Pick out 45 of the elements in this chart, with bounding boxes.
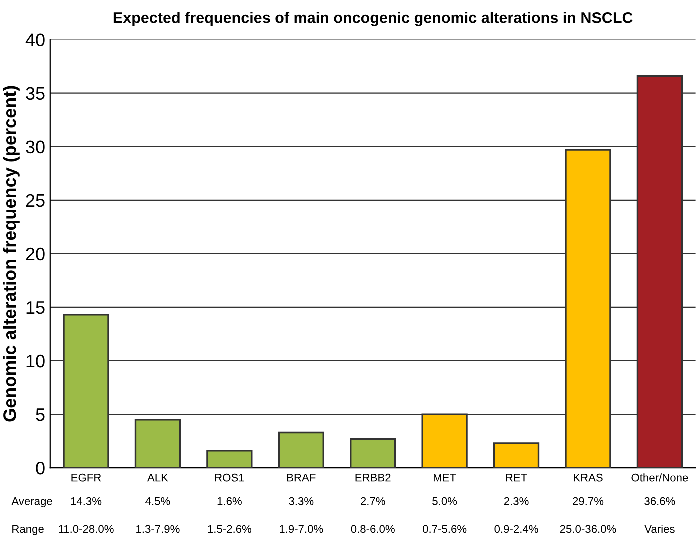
data-label: 14.3% — [71, 497, 102, 506]
bar — [493, 442, 540, 468]
y-tick-label: 40 — [26, 34, 45, 47]
text: Average — [12, 498, 52, 508]
data-label: 29.7% — [573, 497, 604, 506]
data-label: 5.0% — [432, 497, 458, 506]
data-label: 2.3% — [504, 497, 529, 506]
y-tick-label: 0 — [36, 462, 45, 475]
x-tick-label: RET — [506, 474, 528, 482]
bar — [134, 419, 182, 468]
chart-title: Expected frequencies of main oncogenic genomic alterations in NSCLC — [114, 12, 633, 26]
data-label: 1.6% — [218, 497, 242, 506]
x-tick-label: BRAF — [287, 474, 316, 482]
bar — [206, 450, 253, 468]
bar — [350, 438, 396, 468]
x-tick-label: MET — [434, 474, 456, 482]
data-label: 3.3% — [289, 497, 314, 506]
y-tick-label: 20 — [26, 248, 45, 261]
y-tick-label: 35 — [26, 87, 45, 100]
x-tick-label: ROS1 — [215, 474, 244, 482]
text: 25.0-36.0% — [560, 525, 616, 534]
y-tick-label: 25 — [26, 194, 45, 208]
data-label: 36.6% — [644, 497, 676, 506]
x-tick-label: ALK — [147, 474, 168, 482]
data-label: 2.7% — [360, 497, 386, 506]
text: 0.9-2.4% — [494, 525, 538, 534]
text: Varies — [644, 524, 675, 534]
y-tick-label: 10 — [26, 354, 45, 368]
text: 1.5-2.6% — [208, 525, 252, 534]
y-tick-label: 30 — [26, 140, 45, 154]
text: 0.8-6.0% — [351, 525, 395, 534]
x-tick-label: Other/None — [632, 474, 688, 482]
y-tick-label: 5 — [36, 408, 45, 422]
text: Range — [12, 525, 44, 536]
text: 11.0-28.0% — [59, 525, 114, 534]
y-axis-title: Genomic alteration frequency (percent) — [3, 86, 20, 422]
text: 1.9-7.0% — [280, 525, 324, 534]
x-tick-label: ERBB2 — [356, 474, 391, 482]
bar — [278, 432, 324, 468]
text: 0.7-5.6% — [423, 525, 467, 534]
text: 1.3-7.9% — [136, 525, 180, 534]
x-tick-label: EGFR — [72, 474, 102, 482]
data-label: 4.5% — [146, 497, 170, 506]
y-tick-label: 15 — [26, 302, 45, 314]
x-tick-label: KRAS — [574, 474, 603, 482]
